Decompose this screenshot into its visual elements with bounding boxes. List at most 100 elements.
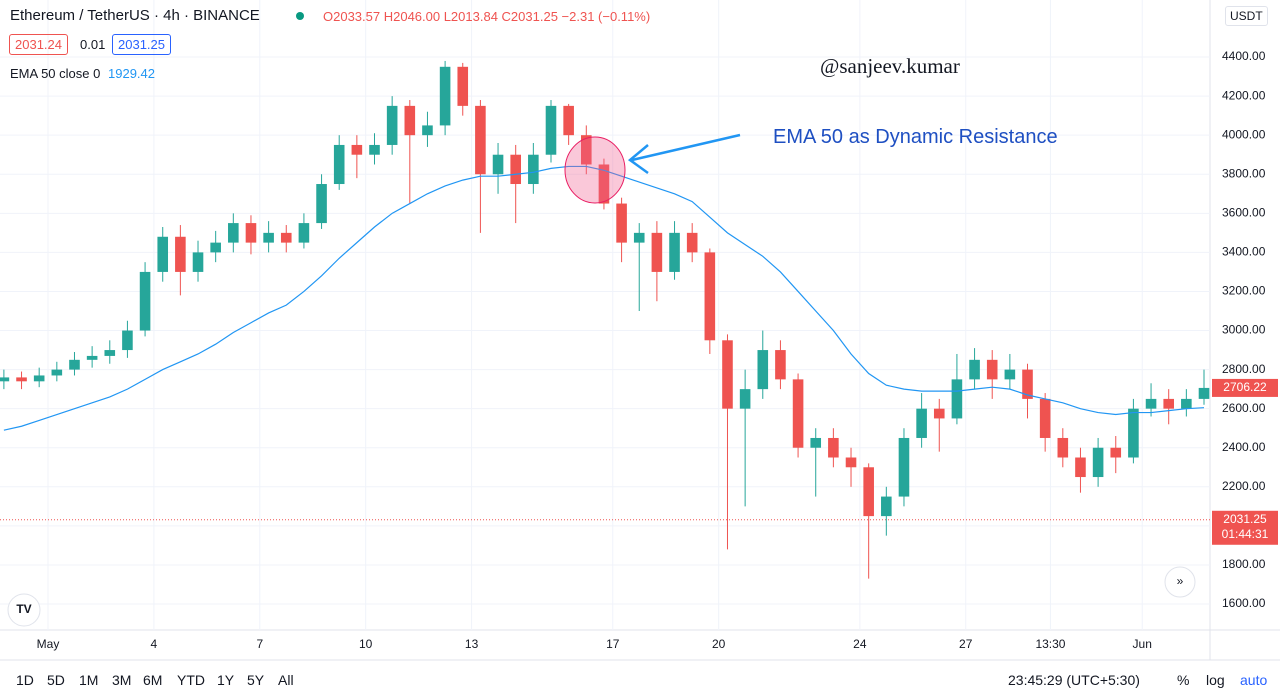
candle-body xyxy=(228,223,239,243)
bid-tag[interactable]: 2031.24 xyxy=(9,34,68,55)
ohlc: O2033.57 H2046.00 L2013.84 C2031.25 −2.3… xyxy=(323,9,651,24)
candle-body xyxy=(845,457,857,468)
candle-body xyxy=(898,437,910,497)
range-button[interactable]: 1M xyxy=(79,672,99,688)
y-tick-label: 1600.00 xyxy=(1222,596,1266,610)
candle-body xyxy=(933,408,945,419)
status-dot xyxy=(296,12,304,20)
candle-body xyxy=(1145,398,1157,409)
ema-line xyxy=(3,165,1205,431)
candle-body xyxy=(157,236,169,272)
candle-body xyxy=(775,350,786,380)
candle-body xyxy=(580,135,592,165)
candle-body xyxy=(51,369,63,376)
x-tick-label: 17 xyxy=(606,637,620,651)
symbol-title: Ethereum / TetherUS · 4h · BINANCE xyxy=(10,7,260,24)
x-tick-label: Jun xyxy=(1133,637,1152,651)
candle-body xyxy=(104,350,116,356)
last-price-tag xyxy=(1212,378,1278,397)
candle-body xyxy=(386,105,398,145)
percent[interactable]: % xyxy=(1177,672,1190,688)
y-tick-label: 3400.00 xyxy=(1222,245,1266,259)
candle-body xyxy=(122,330,133,351)
candle-body xyxy=(1022,369,1033,399)
countdown-label: 01:44:31 xyxy=(1222,527,1269,541)
ask-tag[interactable]: 2031.25 xyxy=(112,34,171,55)
candle-body xyxy=(1039,398,1051,438)
y-tick-label: 3800.00 xyxy=(1222,166,1266,180)
svg-text:TV: TV xyxy=(16,602,31,616)
range-button[interactable]: 5Y xyxy=(247,672,265,688)
indicator-value: 1929.42 xyxy=(108,66,155,81)
candle-body xyxy=(828,437,839,458)
range-button[interactable]: All xyxy=(278,672,294,688)
candle-body xyxy=(1004,369,1016,380)
range-button[interactable]: 1Y xyxy=(217,672,235,688)
candle-body xyxy=(1092,447,1104,478)
candle-body xyxy=(563,105,574,136)
x-tick-label: 24 xyxy=(853,637,867,651)
candle-body xyxy=(633,232,645,243)
candle-body xyxy=(369,144,380,155)
y-tick-label: 4000.00 xyxy=(1222,127,1266,141)
last-price-label: 2706.22 xyxy=(1223,380,1267,394)
candle-body xyxy=(810,437,822,448)
candle-body xyxy=(986,359,998,380)
range-button[interactable]: 1D xyxy=(16,672,34,688)
candle-body xyxy=(492,154,504,175)
arrow-head xyxy=(627,144,649,175)
candle-body xyxy=(245,223,257,243)
arrow xyxy=(631,133,741,162)
x-tick-label: 13:30 xyxy=(1035,637,1065,651)
current-price-label: 2031.25 xyxy=(1223,512,1267,526)
candle-body xyxy=(916,408,927,438)
candle-body xyxy=(616,203,627,243)
auto[interactable]: auto xyxy=(1240,672,1268,688)
candle-body xyxy=(881,496,892,517)
x-tick-label: 7 xyxy=(256,637,263,651)
candle-body xyxy=(545,105,557,155)
candle-body xyxy=(686,232,698,253)
candle-body xyxy=(175,236,186,272)
candle-body xyxy=(404,105,416,136)
range-button[interactable]: 6M xyxy=(143,672,163,688)
candle-body xyxy=(1181,398,1192,409)
candle-body xyxy=(792,379,804,448)
candle-body xyxy=(263,232,274,243)
y-tick-label: 1800.00 xyxy=(1222,557,1266,571)
candle-body xyxy=(722,340,733,409)
y-tick-label: 3000.00 xyxy=(1222,323,1266,337)
currency[interactable]: USDT xyxy=(1225,6,1268,26)
candle-body xyxy=(1163,398,1174,409)
candle-body xyxy=(280,232,292,243)
scroll-button[interactable] xyxy=(1164,566,1196,598)
x-tick-label: 20 xyxy=(712,637,726,651)
range-button[interactable]: YTD xyxy=(177,672,205,688)
candle-body xyxy=(1075,457,1086,478)
y-tick-label: 2400.00 xyxy=(1222,440,1266,454)
candle-body xyxy=(863,467,874,517)
scroll-icon[interactable]: » xyxy=(1177,574,1184,588)
y-tick-label: 3200.00 xyxy=(1222,284,1266,298)
candle-body xyxy=(528,154,539,185)
candle-body xyxy=(0,377,10,382)
candle-body xyxy=(33,375,45,382)
candle-body xyxy=(439,66,451,126)
range-button[interactable]: 5D xyxy=(47,672,65,688)
indicator-name: EMA 50 close 0 xyxy=(10,66,101,81)
candle-body xyxy=(69,359,80,370)
x-tick-label: 27 xyxy=(959,637,973,651)
candle-body xyxy=(316,184,327,224)
candle-body xyxy=(951,379,963,419)
x-tick-label: 4 xyxy=(151,637,158,651)
candle-body xyxy=(669,232,680,272)
candle-body xyxy=(510,154,521,185)
x-tick-label: 10 xyxy=(359,637,373,651)
candle-body xyxy=(16,377,27,382)
range-button[interactable]: 3M xyxy=(112,672,132,688)
candle-body xyxy=(457,66,469,106)
candle-body xyxy=(298,223,310,243)
log[interactable]: log xyxy=(1206,672,1225,688)
